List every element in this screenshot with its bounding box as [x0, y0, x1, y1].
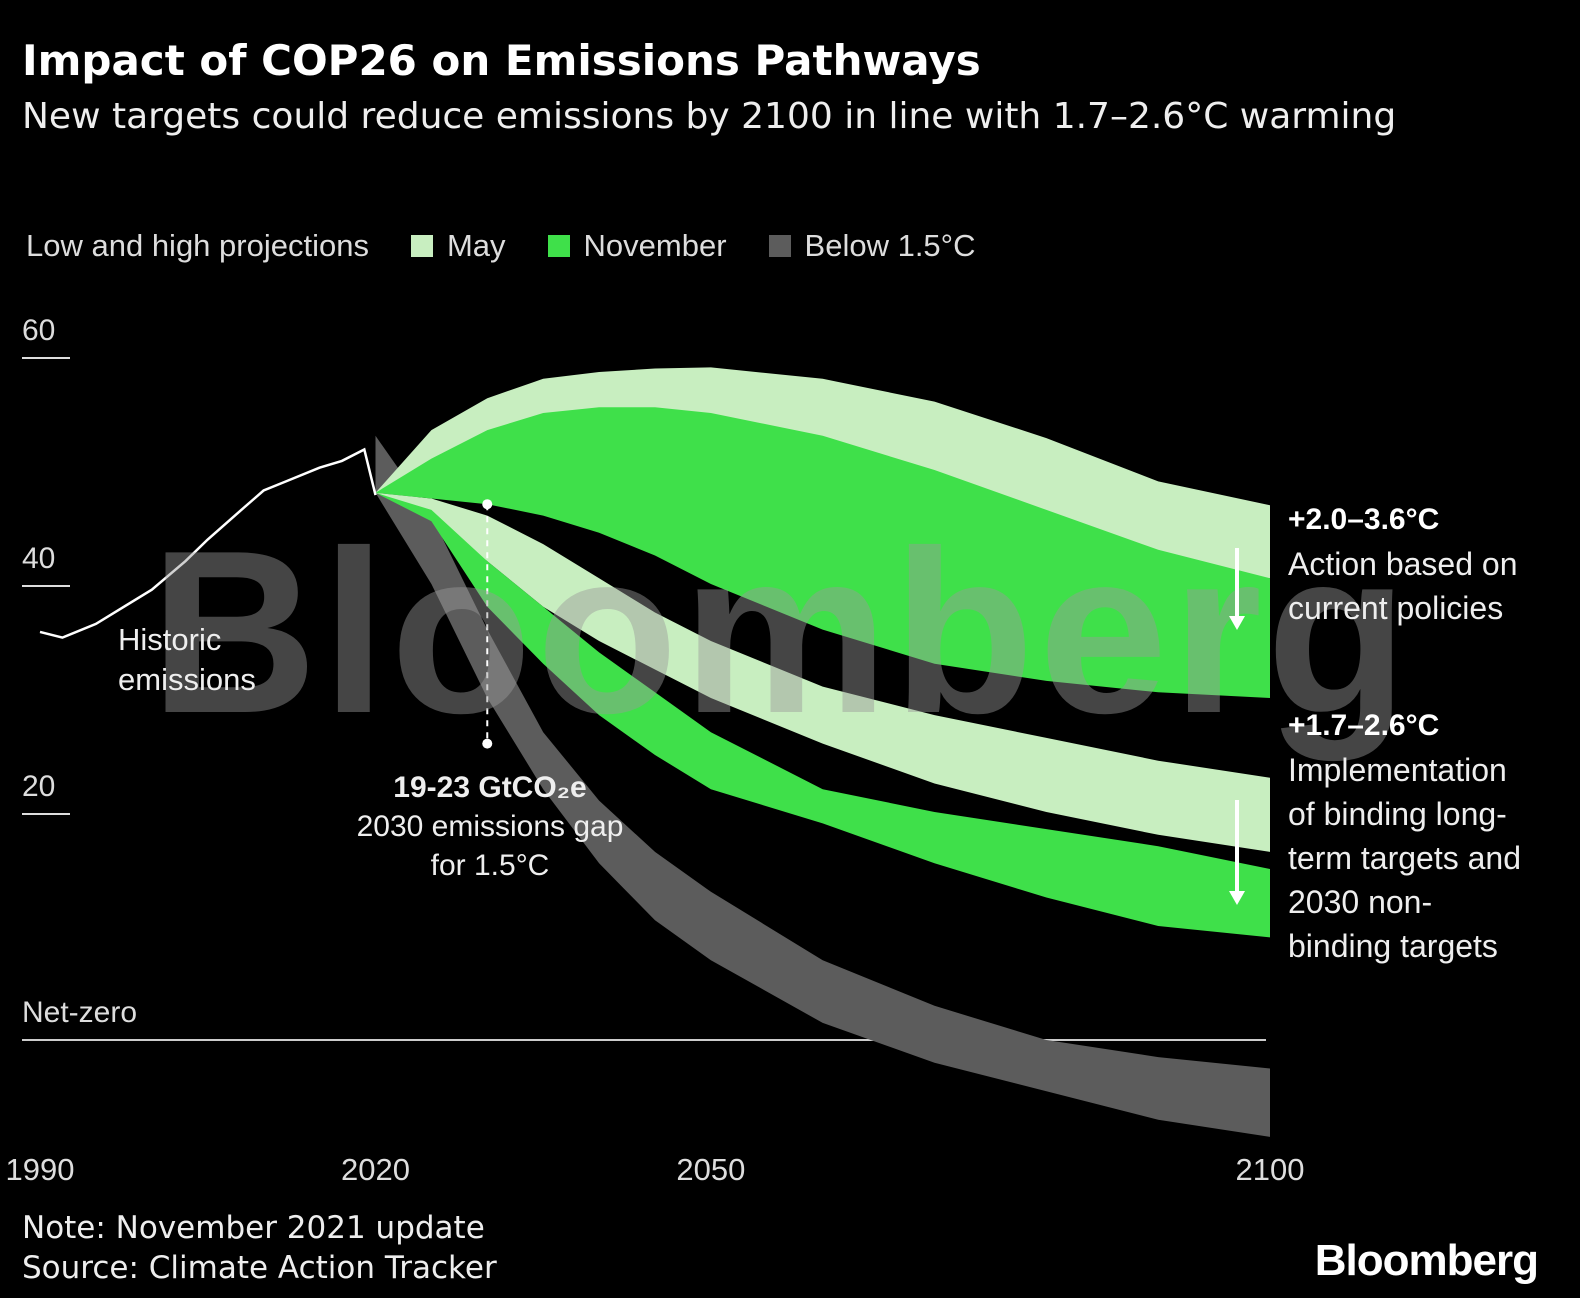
gap-description: 2030 emissions gap for 1.5°C [356, 810, 624, 882]
chart-subtitle: New targets could reduce emissions by 21… [22, 96, 1397, 137]
y-tick-label: 20 [22, 770, 55, 803]
legend-label: May [446, 228, 506, 263]
band [375, 492, 1270, 938]
historic-label: Historic emissions [118, 622, 256, 697]
scenario-annotation: +1.7–2.6°C Implementation of binding lon… [1288, 704, 1533, 968]
y-tick-label: 40 [22, 542, 55, 575]
scenario-description: Implementation of binding long-term targ… [1288, 752, 1521, 964]
logo: Bloomberg [1314, 1236, 1539, 1285]
chart-title: Impact of COP26 on Emissions Pathways [22, 36, 981, 85]
y-tick-label: 60 [22, 314, 55, 347]
note: Note: November 2021 update [22, 1210, 485, 1246]
gap-dot [482, 499, 493, 510]
x-tick-label: 2100 [1236, 1152, 1305, 1187]
legend-swatch [768, 235, 791, 257]
watermark: Bloomberg [150, 503, 1400, 762]
gap-dot [482, 738, 493, 749]
x-tick-label: 2020 [341, 1152, 410, 1187]
legend: Low and high projections May November Belo… [26, 228, 975, 264]
scenario-annotation: +2.0–3.6°C Action based on current polic… [1288, 498, 1533, 630]
band [375, 435, 1270, 1137]
band [375, 492, 1270, 852]
gap-annotation: 19-23 GtCO₂e 2030 emissions gap for 1.5°… [340, 768, 640, 885]
scenario-description: Action based on current policies [1288, 546, 1518, 626]
arrow-head [1229, 891, 1245, 905]
x-tick-label: 1990 [6, 1152, 75, 1187]
legend-label: Below 1.5°C [804, 228, 976, 263]
historic-line [39, 447, 377, 639]
band [375, 407, 1270, 698]
gap-label: 19-23 GtCO₂e [393, 771, 587, 804]
legend-title: Low and high projections [26, 228, 369, 263]
scenario-label: +2.0–3.6°C [1288, 503, 1440, 536]
scenario-label: +1.7–2.6°C [1288, 709, 1440, 742]
source: Source: Climate Action Tracker [22, 1250, 497, 1286]
zero-line-label: Net-zero [22, 996, 137, 1029]
arrow-head [1229, 616, 1245, 630]
legend-label: November [583, 228, 727, 263]
legend-swatch [410, 235, 433, 257]
legend-swatch [547, 235, 570, 257]
x-tick-label: 2050 [676, 1152, 745, 1187]
